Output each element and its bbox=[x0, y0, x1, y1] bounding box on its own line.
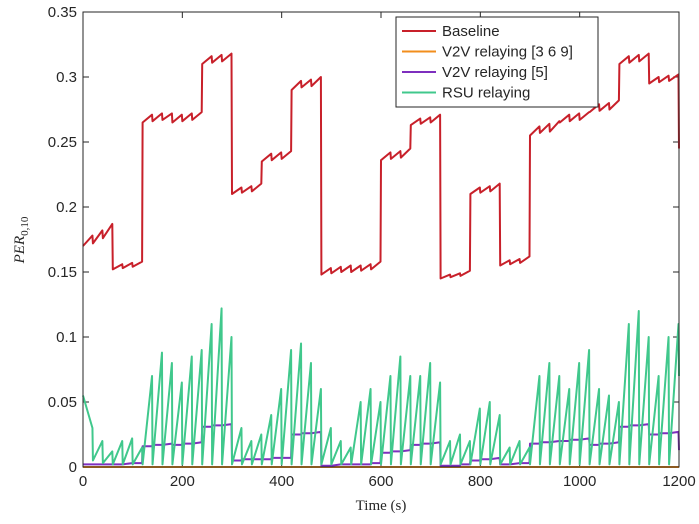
series-line bbox=[82, 307, 680, 466]
y-tick-label: 0.15 bbox=[48, 264, 77, 281]
y-axis-label: PER0,10 bbox=[12, 216, 31, 264]
x-tick-label: 1200 bbox=[662, 473, 695, 490]
y-tick-label: 0.05 bbox=[48, 394, 77, 411]
y-axis-label-main: PER bbox=[12, 236, 28, 265]
y-tick-label: 0.25 bbox=[48, 134, 77, 151]
y-tick-label: 0.2 bbox=[56, 199, 77, 216]
legend-label: Baseline bbox=[442, 23, 500, 40]
legend-label: V2V relaying [3 6 9] bbox=[442, 44, 573, 61]
x-axis-label: Time (s) bbox=[356, 498, 407, 514]
series-line bbox=[82, 52, 680, 280]
y-tick-label: 0.3 bbox=[56, 69, 77, 86]
x-tick-label: 0 bbox=[79, 473, 87, 490]
legend-label: V2V relaying [5] bbox=[442, 64, 548, 81]
y-tick-label: 0 bbox=[69, 459, 77, 476]
y-tick-label: 0.1 bbox=[56, 329, 77, 346]
y-axis-label-sub: 0,10 bbox=[19, 216, 31, 236]
x-tick-label: 600 bbox=[368, 473, 393, 490]
x-tick-label: 1000 bbox=[563, 473, 596, 490]
x-tick-label: 200 bbox=[170, 473, 195, 490]
y-tick-label: 0.35 bbox=[48, 4, 77, 21]
legend: Baseline V2V relaying [3 6 9] V2V relaying… bbox=[395, 16, 599, 108]
legend-label: RSU relaying bbox=[442, 85, 530, 102]
axes-box bbox=[82, 11, 680, 468]
x-tick-label: 400 bbox=[269, 473, 294, 490]
x-tick-label: 800 bbox=[468, 473, 493, 490]
